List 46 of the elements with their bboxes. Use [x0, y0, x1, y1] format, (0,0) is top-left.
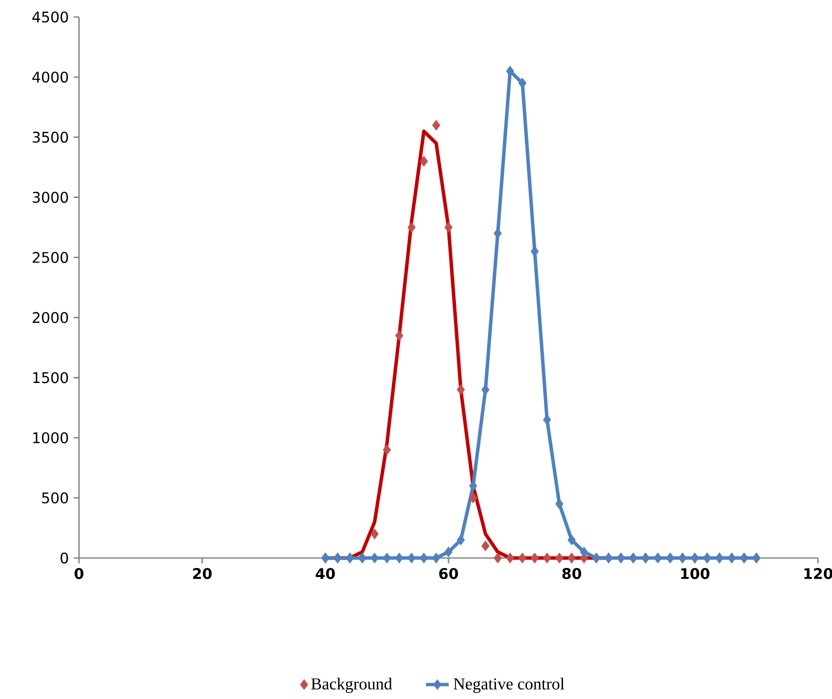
point: [542, 552, 552, 564]
point: [481, 540, 490, 552]
y-tick-label: 1500: [33, 372, 68, 384]
point: [469, 492, 478, 504]
point: [407, 552, 416, 564]
y-tick-label: 2000: [32, 312, 68, 324]
point: [494, 552, 502, 564]
x-tick-label: 0: [74, 568, 84, 580]
point: [395, 330, 404, 341]
point: [555, 552, 564, 564]
point: [568, 552, 576, 564]
y-tick-label: 3500: [32, 132, 68, 143]
point: [456, 534, 465, 546]
point: [530, 552, 539, 564]
point: [420, 156, 428, 167]
point: [580, 546, 588, 558]
point: [420, 552, 428, 564]
y-tick-label: 500: [42, 492, 68, 504]
point: [456, 384, 465, 396]
x-tick-label: 60: [439, 568, 458, 580]
y-tick-label: 2500: [32, 252, 68, 263]
point: [518, 552, 526, 564]
point: [382, 444, 391, 456]
y-tick-label: 4000: [32, 72, 68, 83]
x-tick-label: 20: [193, 568, 212, 580]
x-tick-label: 40: [316, 568, 335, 580]
legend-label: Negative control: [454, 678, 564, 693]
y-tick-label: 4500: [32, 11, 68, 23]
x-tick-label: 100: [681, 568, 710, 580]
point: [382, 552, 391, 564]
point: [370, 528, 379, 540]
point: [432, 120, 440, 131]
point: [444, 222, 453, 233]
point: [444, 546, 453, 558]
point: [395, 552, 404, 564]
y-tick-label: 1000: [33, 432, 68, 444]
point: [568, 534, 576, 546]
point: [530, 246, 539, 257]
point: [432, 552, 440, 564]
legend-label: Background: [311, 678, 392, 693]
point: [506, 552, 514, 564]
point: [370, 552, 379, 564]
y-tick-label: 0: [60, 552, 68, 564]
y-tick-label: 3000: [32, 192, 68, 203]
x-tick-label: 80: [562, 568, 582, 580]
point: [407, 222, 416, 233]
